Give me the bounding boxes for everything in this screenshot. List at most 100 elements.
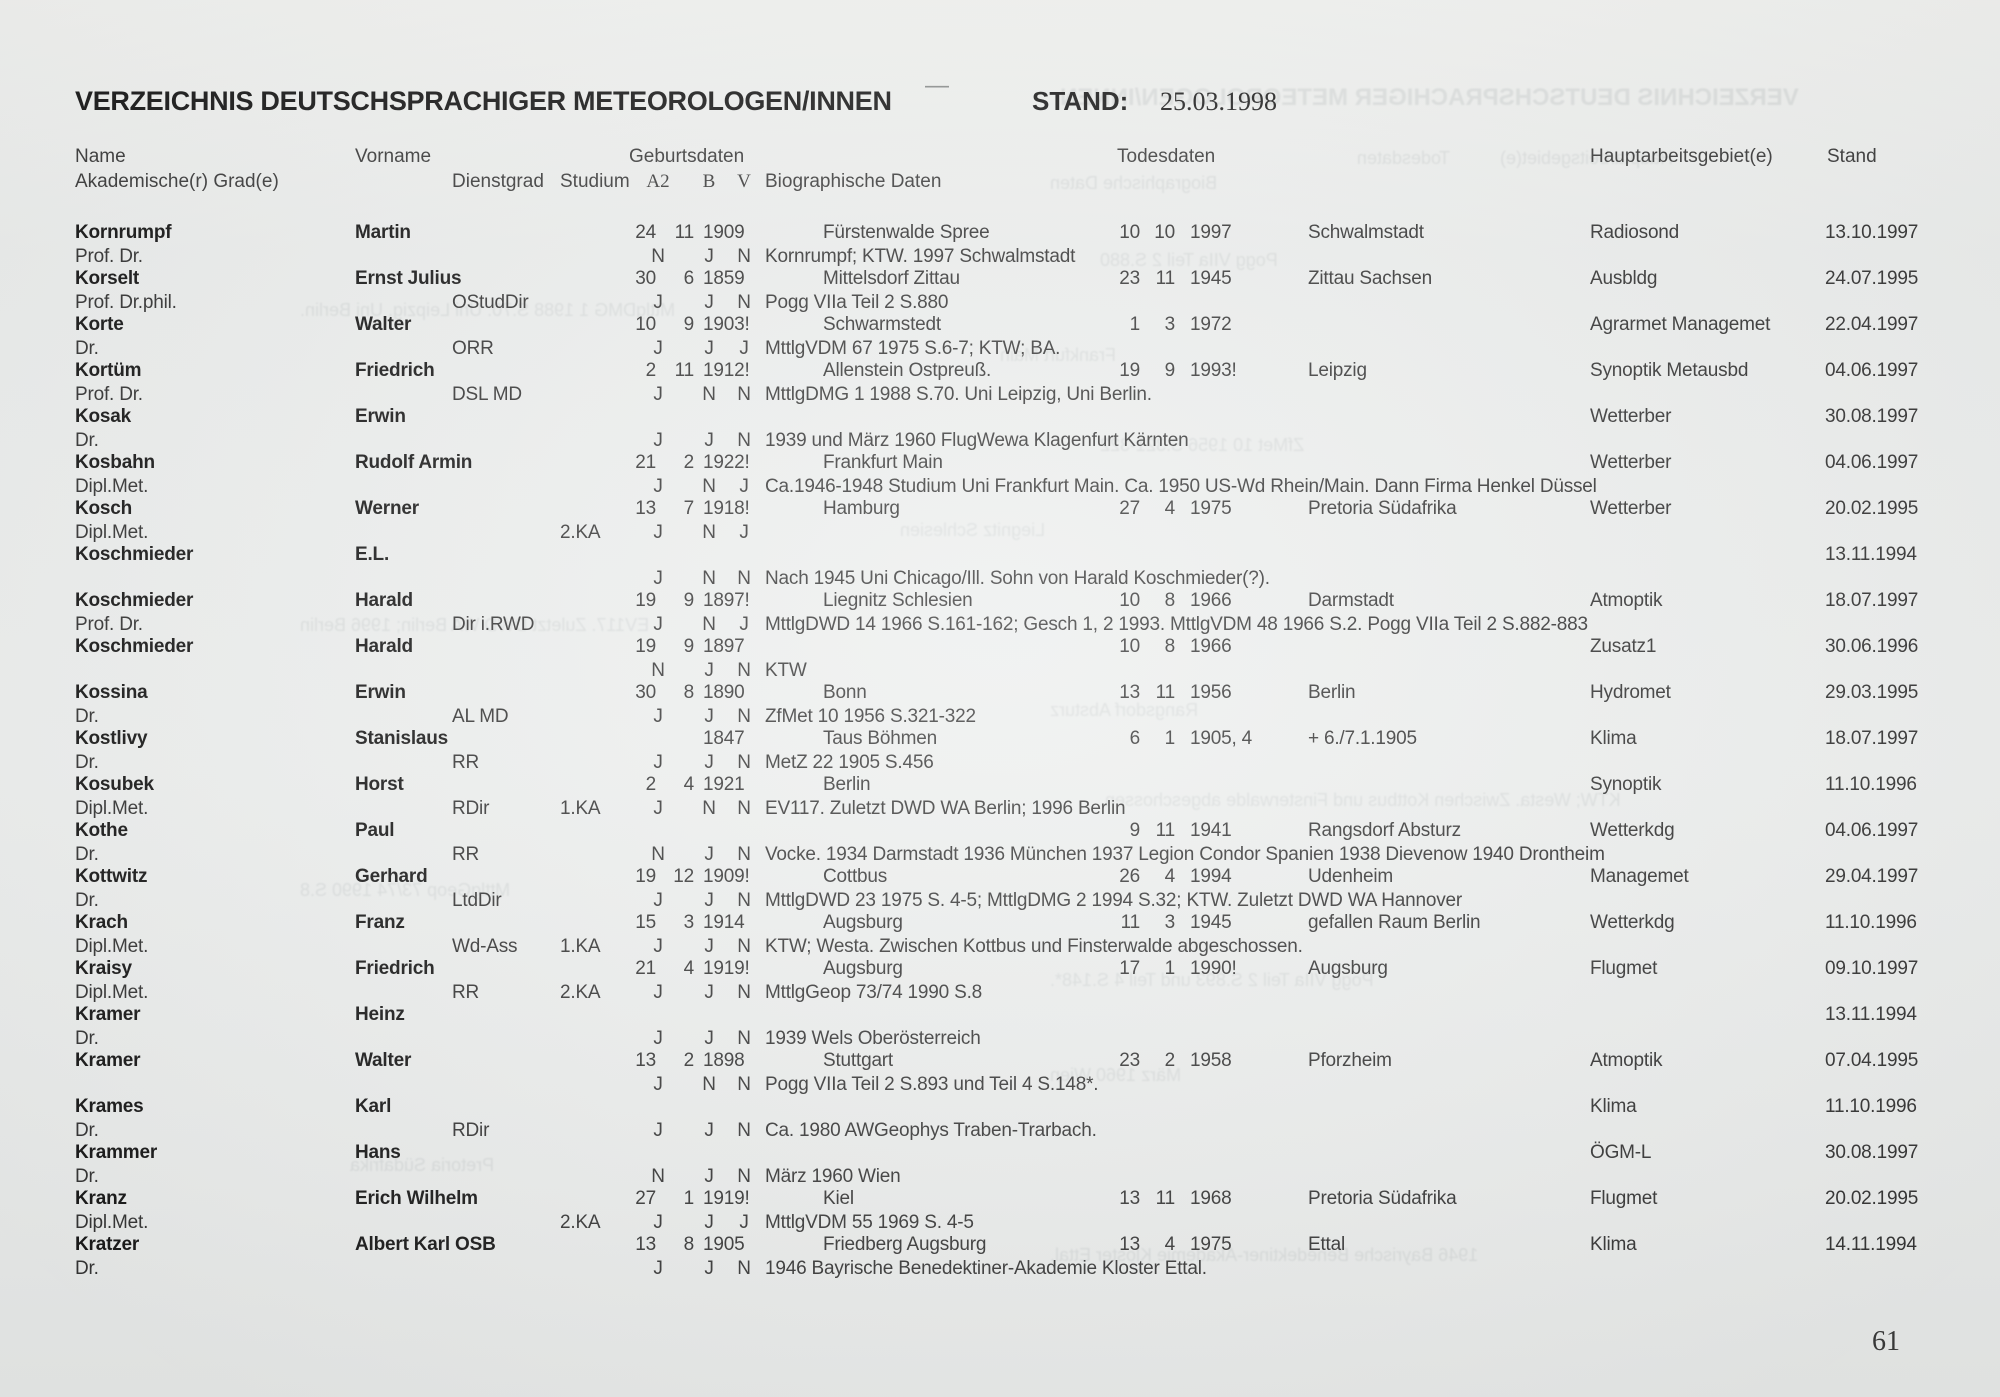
flag-v: N	[737, 1074, 751, 1095]
given-name: Paul	[355, 820, 395, 841]
biographical-note: MttlgGeop 73/74 1990 S.8	[765, 982, 983, 1003]
birth-day: 19	[635, 636, 656, 657]
flag-a2: J	[653, 430, 663, 451]
academic-grade: Dipl.Met.	[75, 798, 149, 819]
death-month: 1	[1164, 958, 1176, 979]
birth-place: Liegnitz Schlesien	[823, 590, 973, 611]
death-year: 1945	[1190, 268, 1232, 289]
stand-date: 13.10.1997	[1825, 222, 1919, 243]
entry-l2: Dr. ORR J J J MttlgVDM 67 1975 S.6-7; KTW; BA…	[0, 338, 2000, 361]
death-year: 1905, 4	[1190, 728, 1252, 749]
stand-date: 30.06.1996	[1825, 636, 1919, 657]
biographical-note: Ca.1946-1948 Studium Uni Frankfurt Main.…	[765, 476, 1597, 497]
death-month: 4	[1164, 498, 1176, 519]
surname: Kothe	[75, 820, 128, 841]
death-day: 9	[1129, 820, 1141, 841]
main-field: Klima	[1590, 1234, 1637, 1255]
biographical-note: Kornrumpf; KTW. 1997 Schwalmstadt	[765, 246, 1076, 267]
death-place: Pforzheim	[1308, 1050, 1392, 1071]
entry-l2: J N N Nach 1945 Uni Chicago/Ill. Sohn von H…	[0, 568, 2000, 591]
given-name: Stanislaus	[355, 728, 449, 749]
directory-entry: Kostlivy Stanislaus 1847 Taus Böhmen 6 1 1905,…	[0, 728, 2000, 774]
dienstgrad: ORR	[452, 338, 494, 359]
death-month: 11	[1155, 1188, 1176, 1209]
death-day: 11	[1120, 912, 1141, 933]
death-day: 19	[1119, 360, 1140, 381]
directory-entry: Kranz Erich Wilhelm 27 1 1919! Kiel 13 11 1968 Pr…	[0, 1188, 2000, 1234]
flag-a2: J	[653, 1258, 663, 1279]
birth-year: 1890	[703, 682, 745, 703]
studium-ka: 2.KA	[560, 522, 601, 543]
academic-grade: Prof. Dr.	[75, 246, 143, 267]
flag-a2: N	[651, 246, 665, 267]
col-header-name: Name	[75, 146, 126, 167]
flag-b: J	[704, 844, 714, 865]
entry-l1: Kossina Erwin 30 8 1890 Bonn 13 11 1956 Berlin Hyd…	[0, 682, 2000, 705]
death-place: Leipzig	[1308, 360, 1367, 381]
entry-l2: Dipl.Met. 2.KA J N J	[0, 522, 2000, 545]
academic-grade: Dr.	[75, 338, 99, 359]
given-name: Karl	[355, 1096, 392, 1117]
given-name: Friedrich	[355, 360, 435, 381]
stand-date: 09.10.1997	[1825, 958, 1919, 979]
birth-month: 9	[683, 314, 695, 335]
death-year: 1941	[1190, 820, 1232, 841]
surname: Kottwitz	[75, 866, 148, 887]
birth-day: 21	[635, 958, 656, 979]
directory-entry: Koschmieder E.L. 13.11.1994 J N N Nach 1945 Un…	[0, 544, 2000, 590]
flag-b: J	[704, 430, 714, 451]
death-year: 1975	[1190, 498, 1232, 519]
death-month: 11	[1155, 682, 1176, 703]
academic-grade: Dr.	[75, 890, 99, 911]
birth-year: 1909!	[703, 866, 750, 887]
surname: Korte	[75, 314, 124, 335]
birth-place: Allenstein Ostpreuß.	[823, 360, 992, 381]
directory-entry: Kratzer Albert Karl OSB 13 8 1905 Friedberg A…	[0, 1234, 2000, 1280]
death-year: 1972	[1190, 314, 1232, 335]
stand-date: 14.11.1994	[1825, 1234, 1917, 1255]
flag-b: J	[704, 982, 714, 1003]
birth-month: 7	[683, 498, 695, 519]
main-field: Hydromet	[1590, 682, 1671, 703]
flag-v: N	[737, 982, 751, 1003]
entry-l2: N J N KTW	[0, 660, 2000, 683]
flag-v: N	[737, 1028, 751, 1049]
flag-v: N	[737, 798, 751, 819]
death-month: 11	[1155, 268, 1176, 289]
flag-b: J	[704, 1166, 714, 1187]
stand-date: 11.10.1996	[1825, 774, 1917, 795]
death-month: 11	[1155, 820, 1176, 841]
death-day: 1	[1129, 314, 1141, 335]
birth-day: 19	[635, 590, 656, 611]
main-field: Klima	[1590, 1096, 1637, 1117]
flag-a2: J	[653, 292, 663, 313]
academic-grade: Dipl.Met.	[75, 936, 149, 957]
birth-year: 1919!	[703, 958, 750, 979]
birth-day: 2	[645, 360, 657, 381]
entry-l1: Kramer Heinz 13.11.1994	[0, 1004, 2000, 1027]
flag-v: N	[737, 292, 751, 313]
death-place: Berlin	[1308, 682, 1356, 703]
birth-place: Augsburg	[823, 912, 903, 933]
death-place: Udenheim	[1308, 866, 1394, 887]
flag-b: N	[702, 568, 716, 589]
birth-place: Augsburg	[823, 958, 903, 979]
directory-entry: Kornrumpf Martin 24 11 1909 Fürstenwalde Spre…	[0, 222, 2000, 268]
given-name: Horst	[355, 774, 404, 795]
birth-day: 2	[645, 774, 657, 795]
main-field: Flugmet	[1590, 1188, 1658, 1209]
studium-ka: 2.KA	[560, 982, 601, 1003]
academic-grade: Dipl.Met.	[75, 476, 149, 497]
given-name: Hans	[355, 1142, 401, 1163]
flag-a2: J	[653, 706, 663, 727]
birth-month: 8	[683, 1234, 695, 1255]
academic-grade: Dr.	[75, 1120, 99, 1141]
death-month: 8	[1164, 636, 1176, 657]
entry-l1: Kornrumpf Martin 24 11 1909 Fürstenwalde Spre…	[0, 222, 2000, 245]
document-header: VERZEICHNIS DEUTSCHSPRACHIGER METEOROLOG…	[0, 72, 2000, 120]
entry-l1: Kramer Walter 13 2 1898 Stuttgart 23 2 1958 Pforz…	[0, 1050, 2000, 1073]
surname: Kornrumpf	[75, 222, 172, 243]
birth-day: 10	[635, 314, 656, 335]
flag-a2: J	[653, 476, 663, 497]
main-field: Managemet	[1590, 866, 1689, 887]
